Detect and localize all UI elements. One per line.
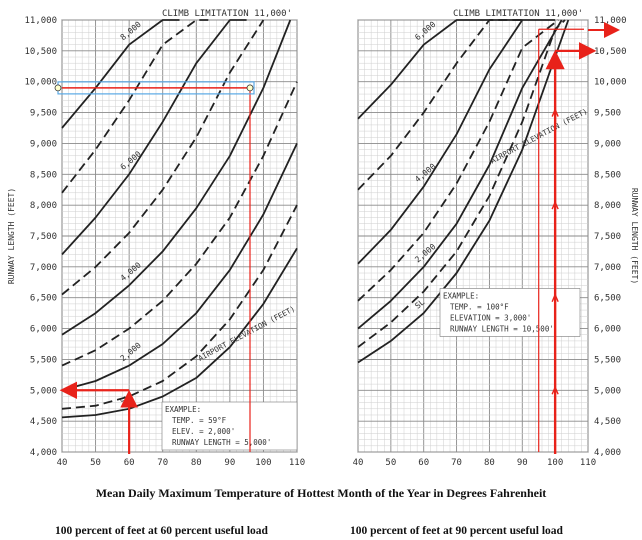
arrow-chevron bbox=[551, 200, 559, 210]
example-box bbox=[161, 401, 298, 451]
x-tick-label: 110 bbox=[580, 458, 596, 468]
y-tick-label: 10,500 bbox=[24, 47, 57, 57]
left-chart: 40 50 60 70 80 90 100 110 4,000 4,500 5,000 5,500 6,… bbox=[7, 9, 305, 468]
y-tick-label: 5,000 bbox=[594, 386, 621, 396]
y-tick-label: 9,000 bbox=[594, 139, 621, 149]
y-tick-label: 8,500 bbox=[594, 170, 621, 180]
example-title: EXAMPLE: bbox=[165, 405, 201, 414]
example-elevation: ELEVATION = 3,000' bbox=[450, 313, 531, 322]
red-annotations bbox=[54, 81, 255, 454]
y-axis-label: RUNWAY LENGTH (FEET) bbox=[7, 188, 16, 284]
handle-right bbox=[246, 84, 254, 92]
y-tick-label: 7,000 bbox=[30, 263, 57, 273]
series-line bbox=[61, 81, 298, 367]
series-line bbox=[61, 19, 180, 129]
y-tick-label: 7,500 bbox=[30, 232, 57, 242]
x-tick-label: 50 bbox=[385, 458, 396, 468]
y-tick-label: 5,500 bbox=[594, 355, 621, 365]
y-tick-label: 10,500 bbox=[594, 47, 627, 57]
y-tick-label: 5,500 bbox=[30, 355, 57, 365]
y-tick-label: 4,000 bbox=[594, 448, 621, 458]
x-tick-label: 40 bbox=[57, 458, 68, 468]
y-tick-label: 4,000 bbox=[30, 448, 57, 458]
y-tick-label: 9,500 bbox=[594, 109, 621, 119]
subcaption-right: 100 percent of feet at 90 percent useful… bbox=[350, 525, 563, 537]
figure-caption: Mean Daily Maximum Temperature of Hottes… bbox=[95, 486, 547, 500]
y-tick-label: 11,000 bbox=[24, 16, 57, 26]
series-line bbox=[61, 143, 298, 392]
chart-title: CLIMB LIMITATION 11,000' bbox=[453, 9, 583, 19]
x-tick-label: 70 bbox=[451, 458, 462, 468]
example-runway: RUNWAY LENGTH = 5,000' bbox=[172, 438, 271, 447]
chart-title: CLIMB LIMITATION 11,000' bbox=[162, 9, 292, 19]
y-tick-label: 6,000 bbox=[30, 325, 57, 335]
series-line bbox=[357, 19, 523, 120]
x-tick-label: 70 bbox=[157, 458, 168, 468]
y-tick-label: 6,500 bbox=[594, 294, 621, 304]
subcaption-left: 100 percent of feet at 60 percent useful… bbox=[55, 525, 268, 537]
red-annotations bbox=[538, 22, 620, 454]
handle-left bbox=[54, 84, 62, 92]
arrow-chevron bbox=[551, 292, 559, 302]
series-line bbox=[61, 204, 298, 410]
series-line bbox=[357, 19, 570, 364]
x-tick-label: 100 bbox=[255, 458, 271, 468]
example-title: EXAMPLE: bbox=[443, 291, 479, 300]
series-line bbox=[357, 19, 523, 191]
y-tick-label: 4,500 bbox=[594, 417, 621, 427]
x-tick-label: 90 bbox=[517, 458, 528, 468]
y-tick-label: 8,000 bbox=[594, 201, 621, 211]
example-temp: TEMP. = 59°F bbox=[172, 416, 227, 425]
y-tick-label: 8,000 bbox=[30, 201, 57, 211]
x-tick-label: 90 bbox=[224, 458, 235, 468]
y-tick-label: 6,500 bbox=[30, 294, 57, 304]
arrow-chevron bbox=[551, 107, 559, 117]
x-tick-label: 110 bbox=[289, 458, 305, 468]
series-line bbox=[61, 247, 298, 419]
example-temp: TEMP. = 100°F bbox=[450, 302, 509, 311]
series-line bbox=[61, 19, 247, 256]
y-tick-label: 7,000 bbox=[594, 263, 621, 273]
y-tick-label: 11,000 bbox=[594, 16, 627, 26]
example-box bbox=[439, 288, 581, 337]
series-line bbox=[357, 19, 563, 330]
x-tick-label: 80 bbox=[191, 458, 202, 468]
series-line bbox=[357, 19, 566, 348]
charts-canvas: 40 50 60 70 80 90 100 1104,0004,5005,0005,5006,… bbox=[7, 9, 639, 468]
x-tick-label: 40 bbox=[353, 458, 364, 468]
y-tick-label: 10,000 bbox=[24, 78, 57, 88]
y-tick-label: 9,500 bbox=[30, 109, 57, 119]
y-tick-label: 7,500 bbox=[594, 232, 621, 242]
x-tick-label: 60 bbox=[418, 458, 429, 468]
x-tick-label: 60 bbox=[124, 458, 135, 468]
y-tick-label: 5,000 bbox=[30, 386, 57, 396]
series-line bbox=[61, 19, 214, 194]
y-tick-label: 6,000 bbox=[594, 325, 621, 335]
x-tick-label: 100 bbox=[547, 458, 563, 468]
y-tick-label: 10,000 bbox=[594, 78, 627, 88]
series-line bbox=[357, 19, 559, 302]
x-tick-label: 50 bbox=[90, 458, 101, 468]
y-tick-label: 4,500 bbox=[30, 417, 57, 427]
series-line bbox=[61, 19, 265, 296]
y-tick-label: 8,500 bbox=[30, 170, 57, 180]
series-line bbox=[61, 19, 292, 336]
example-runway: RUNWAY LENGTH = 10,500' bbox=[450, 324, 554, 333]
y-tick-label: 9,000 bbox=[30, 139, 57, 149]
example-elevation: ELEV. = 2,000' bbox=[172, 427, 235, 436]
x-tick-label: 80 bbox=[484, 458, 495, 468]
arrow-chevron bbox=[551, 385, 559, 395]
y-axis-label: RUNWAY LENGTH (FEET) bbox=[630, 188, 639, 284]
grid bbox=[61, 19, 298, 453]
